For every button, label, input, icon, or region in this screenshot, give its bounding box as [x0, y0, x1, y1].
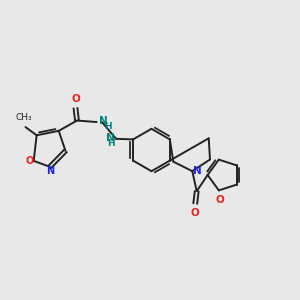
Text: O: O — [190, 208, 199, 218]
Text: CH₃: CH₃ — [16, 113, 33, 122]
Text: O: O — [71, 94, 80, 104]
Text: O: O — [26, 156, 34, 166]
Text: N: N — [106, 133, 115, 143]
Text: N: N — [99, 116, 107, 126]
Text: H: H — [104, 122, 111, 130]
Text: N: N — [46, 166, 54, 176]
Text: H: H — [107, 139, 115, 148]
Text: N: N — [194, 166, 202, 176]
Text: O: O — [215, 195, 224, 205]
